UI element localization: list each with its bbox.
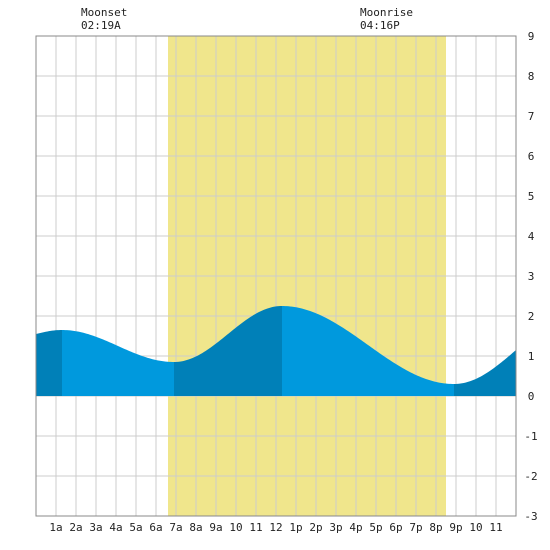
moonrise-time: 04:16P bbox=[360, 19, 400, 32]
tide-segment-0 bbox=[36, 330, 62, 396]
x-tick-label-2: 3a bbox=[89, 521, 102, 534]
tide-segment-2 bbox=[174, 306, 282, 396]
moonset-annotation: Moonset 02:19A bbox=[81, 6, 127, 32]
y-tick-label-3: 0 bbox=[528, 390, 535, 403]
tide-segment-1 bbox=[62, 330, 174, 396]
x-tick-label-8: 9a bbox=[209, 521, 222, 534]
x-tick-label-16: 5p bbox=[369, 521, 382, 534]
y-tick-label-7: 4 bbox=[528, 230, 535, 243]
moonrise-label: Moonrise bbox=[360, 6, 413, 19]
x-tick-label-1: 2a bbox=[69, 521, 82, 534]
tide-segment-3 bbox=[282, 306, 454, 396]
plot-frame bbox=[35, 35, 517, 517]
x-tick-label-20: 9p bbox=[449, 521, 462, 534]
y-tick-label-11: 8 bbox=[528, 70, 535, 83]
x-tick-label-7: 8a bbox=[189, 521, 202, 534]
x-tick-label-5: 6a bbox=[149, 521, 162, 534]
x-tick-labels: 1a 2a 3a 4a 5a 6a 7a 8a 9a 10 11 12 1p 2p 3p 4p 5p 6p 7p 8p… bbox=[49, 521, 502, 534]
x-tick-label-4: 5a bbox=[129, 521, 142, 534]
y-tick-label-2: -1 bbox=[524, 430, 537, 443]
x-tick-label-18: 7p bbox=[409, 521, 422, 534]
x-tick-label-9: 10 bbox=[229, 521, 242, 534]
x-tick-label-13: 2p bbox=[309, 521, 322, 534]
x-tick-label-3: 4a bbox=[109, 521, 122, 534]
y-tick-label-4: 1 bbox=[528, 350, 535, 363]
x-tick-label-15: 4p bbox=[349, 521, 362, 534]
y-tick-label-10: 7 bbox=[528, 110, 535, 123]
x-tick-label-6: 7a bbox=[169, 521, 182, 534]
x-tick-label-10: 11 bbox=[249, 521, 262, 534]
tide-segment-4 bbox=[454, 350, 516, 396]
x-tick-label-19: 8p bbox=[429, 521, 442, 534]
y-tick-label-9: 6 bbox=[528, 150, 535, 163]
moonset-label: Moonset bbox=[81, 6, 128, 19]
y-tick-label-12: 9 bbox=[528, 30, 535, 43]
y-tick-labels: -3 -2 -1 0 1 2 3 4 5 6 7 8 9 bbox=[524, 30, 537, 523]
y-tick-label-5: 2 bbox=[528, 310, 535, 323]
x-tick-label-22: 11 bbox=[489, 521, 502, 534]
moonrise-annotation: Moonrise 04:16P bbox=[360, 6, 413, 32]
x-tick-label-0: 1a bbox=[49, 521, 62, 534]
x-tick-label-11: 12 bbox=[269, 521, 282, 534]
y-tick-label-6: 3 bbox=[528, 270, 535, 283]
y-tick-label-0: -3 bbox=[524, 510, 537, 523]
x-tick-label-14: 3p bbox=[329, 521, 342, 534]
x-tick-label-21: 10 bbox=[469, 521, 482, 534]
x-tick-label-17: 6p bbox=[389, 521, 402, 534]
y-tick-label-8: 5 bbox=[528, 190, 535, 203]
y-tick-label-1: -2 bbox=[524, 470, 537, 483]
tide-layer bbox=[36, 306, 516, 396]
moonset-time: 02:19A bbox=[81, 19, 121, 32]
x-tick-label-12: 1p bbox=[289, 521, 302, 534]
frame-layer bbox=[35, 35, 517, 517]
